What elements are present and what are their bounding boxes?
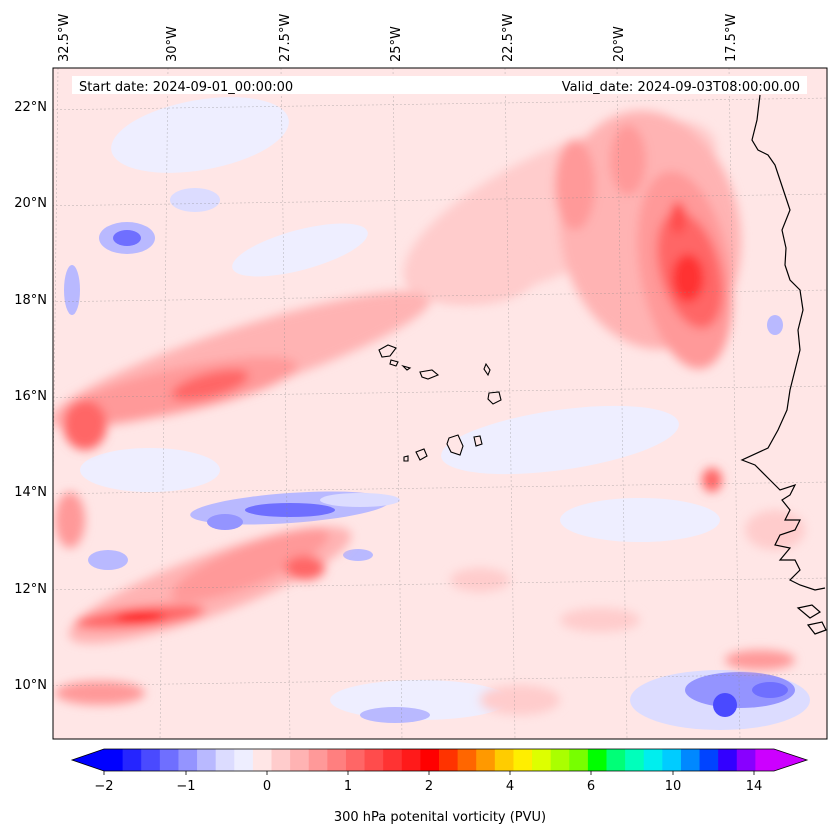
colorbar-segment — [197, 749, 217, 771]
colorbar-segment — [476, 749, 496, 771]
colorbar-extend-max — [774, 749, 807, 771]
colorbar-segment — [532, 749, 552, 771]
header-band — [72, 76, 807, 94]
lon-label: 22.5°W — [501, 14, 516, 62]
lon-label: 32.5°W — [57, 14, 72, 62]
colorbar-segment — [420, 749, 440, 771]
colorbar-segment — [699, 749, 719, 771]
lat-label: 10°N — [14, 678, 47, 693]
colorbar-tick-label: −2 — [94, 779, 113, 794]
colorbar-tick-label: 6 — [587, 779, 595, 794]
map-frame — [52, 67, 828, 740]
colorbar-tick-label: 14 — [746, 779, 763, 794]
lat-label: 20°N — [14, 196, 47, 211]
colorbar-tick-label: −1 — [176, 779, 195, 794]
valid-date: Valid_date: 2024-09-03T08:00:00.00 — [562, 80, 800, 95]
colorbar-segment — [736, 749, 756, 771]
colorbar-label: 300 hPa potenital vorticity (PVU) — [334, 810, 546, 825]
colorbar-segment — [755, 749, 775, 771]
colorbar-segment — [625, 749, 645, 771]
coastline — [740, 94, 827, 635]
colorbar-segment — [290, 749, 310, 771]
lon-label: 25°W — [389, 26, 404, 62]
colorbar-segment — [308, 749, 328, 771]
colorbar-segment — [327, 749, 347, 771]
colorbar — [70, 748, 809, 775]
longitude-labels: 32.5°W 30°W 27.5°W 25°W 22.5°W 20°W 17.5… — [57, 14, 739, 62]
lon-label: 30°W — [165, 26, 180, 62]
colorbar-segment — [215, 749, 235, 771]
map-panel — [53, 68, 827, 739]
colorbar-segment — [680, 749, 701, 771]
colorbar-segment — [643, 749, 663, 771]
colorbar-segment — [606, 749, 626, 771]
colorbar-segment — [104, 749, 124, 771]
colorbar-segment — [662, 749, 682, 771]
colorbar-segment — [513, 749, 533, 771]
colorbar-extend-min — [72, 749, 104, 771]
colorbar-tick-label: 0 — [263, 779, 271, 794]
colorbar-segment — [234, 749, 254, 771]
lat-label: 12°N — [14, 582, 47, 597]
colorbar-segment — [345, 749, 366, 771]
lat-label: 18°N — [14, 293, 47, 308]
colorbar-segment — [569, 749, 589, 771]
colorbar-tick-label: 2 — [425, 779, 433, 794]
colorbar-ticks: −2 −1 0 1 2 4 6 10 14 — [94, 779, 762, 794]
colorbar-tick-label: 10 — [665, 779, 682, 794]
colorbar-segment — [141, 749, 161, 771]
colorbar-segment — [178, 749, 198, 771]
colorbar-segment — [494, 749, 514, 771]
lat-label: 16°N — [14, 389, 47, 404]
lon-label: 17.5°W — [724, 14, 739, 62]
lon-label: 27.5°W — [278, 14, 293, 62]
start-date: Start date: 2024-09-01_00:00:00 — [79, 80, 293, 95]
colorbar-segment — [364, 749, 384, 771]
latitude-labels: 22°N 20°N 18°N 16°N 14°N 12°N 10°N — [14, 100, 47, 693]
colorbar-segment — [587, 749, 607, 771]
colorbar-segment — [457, 749, 477, 771]
colorbar-segment — [401, 749, 421, 771]
colorbar-segment — [718, 749, 738, 771]
colorbar-segment — [439, 749, 459, 771]
graticule-lines — [53, 68, 827, 739]
colorbar-segment — [252, 749, 272, 771]
lat-label: 14°N — [14, 485, 47, 500]
colorbar-segment — [271, 749, 291, 771]
pv-field — [53, 97, 810, 730]
colorbar-tick-label: 4 — [506, 779, 514, 794]
cape-verde-islands — [378, 344, 502, 462]
colorbar-segment — [550, 749, 570, 771]
colorbar-segment — [159, 749, 179, 771]
lat-label: 22°N — [14, 100, 47, 115]
lon-label: 20°W — [612, 26, 627, 62]
colorbar-segment — [122, 749, 142, 771]
colorbar-tick-label: 1 — [344, 779, 352, 794]
colorbar-segment — [383, 749, 403, 771]
